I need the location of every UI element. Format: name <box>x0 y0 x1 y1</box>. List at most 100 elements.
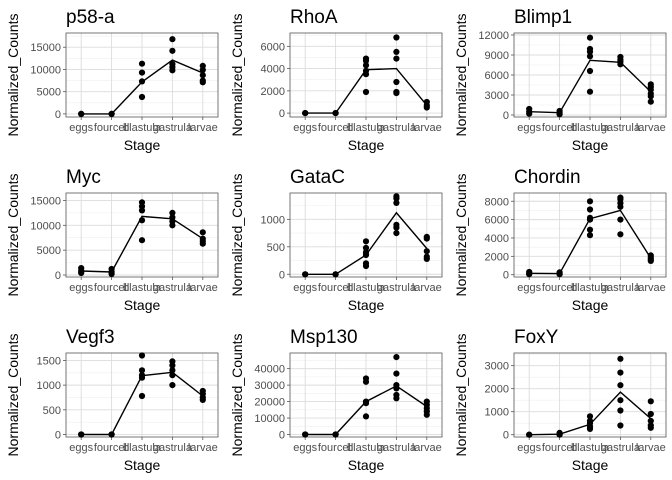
x-tick-label: gastrula <box>153 442 193 454</box>
y-axis-label: Normalized_Counts <box>453 334 469 457</box>
data-point <box>617 382 624 389</box>
panel-gatac: 0 500 1000 eggs fourcellblastulagastrulalarv… <box>229 167 443 313</box>
data-point <box>78 269 85 277</box>
data-point <box>647 410 654 418</box>
y-tick-label: 0 <box>503 270 509 282</box>
y-axis-label: Normalized_Counts <box>5 334 21 457</box>
data-point <box>138 217 146 224</box>
x-tick-label: larvae <box>188 122 218 134</box>
data-point <box>393 55 400 62</box>
panel-foxy: 0 1000 2000 3000 eggs fourcellblastulagastrul… <box>453 327 667 473</box>
x-tick-label: eggs <box>69 442 93 454</box>
chart-title: FoxY <box>514 327 559 348</box>
x-axis-label: Stage <box>124 297 161 313</box>
chart-title: RhoA <box>290 7 338 28</box>
data-point <box>526 271 533 278</box>
data-point <box>362 262 370 270</box>
data-point <box>199 396 206 403</box>
x-tick-label: fourcell <box>318 122 353 134</box>
x-tick-label: blastula <box>123 282 162 294</box>
x-tick-label: larvae <box>412 282 442 294</box>
data-point <box>169 362 176 369</box>
panel-myc: 0 5000 10000 15000 eggs fourcellblastulagastr… <box>5 167 219 313</box>
x-tick-label: larvae <box>188 282 218 294</box>
panel-p58-a: 0 5000 10000 15000 eggs fourcellblastulagastr… <box>5 7 219 153</box>
y-tick-label: 6000 <box>261 41 285 53</box>
data-point <box>138 392 146 400</box>
data-point <box>617 369 624 376</box>
x-tick-label: larvae <box>636 442 666 454</box>
y-axis-label: Normalized_Counts <box>229 14 245 137</box>
chart-title: GataC <box>290 167 345 188</box>
y-tick-label: 500 <box>267 242 285 254</box>
y-tick-label: 1000 <box>261 214 285 226</box>
data-point <box>586 67 594 75</box>
data-point <box>332 431 339 438</box>
y-tick-label: 30000 <box>254 380 285 392</box>
chart-title: Blimp1 <box>514 7 572 28</box>
data-point <box>423 235 430 242</box>
data-point <box>393 370 400 377</box>
y-tick-label: 4000 <box>485 233 509 245</box>
y-tick-label: 0 <box>55 430 61 442</box>
y-tick-label: 2000 <box>485 251 509 263</box>
data-point <box>393 199 400 206</box>
y-tick-label: 500 <box>43 405 61 417</box>
data-point <box>617 397 624 404</box>
y-tick-label: 0 <box>279 108 285 120</box>
x-tick-label: eggs <box>293 282 317 294</box>
data-point <box>586 226 594 233</box>
data-point <box>362 251 370 259</box>
panel-vegf3: 0 500 1000 1500 eggs fourcellblastulagastrula… <box>5 327 219 473</box>
data-point <box>108 270 115 278</box>
data-point <box>617 407 624 414</box>
chart-title: Vegf3 <box>66 327 115 348</box>
y-tick-label: 40000 <box>254 364 285 376</box>
y-tick-label: 0 <box>503 430 509 442</box>
chart-title: Myc <box>66 167 101 188</box>
data-point <box>169 382 176 389</box>
data-point <box>647 93 654 100</box>
data-point <box>302 110 309 117</box>
y-axis-label: Normalized_Counts <box>229 334 245 457</box>
y-tick-label: 0 <box>279 430 285 442</box>
data-point <box>526 431 533 438</box>
x-tick-label: gastrula <box>601 282 641 294</box>
data-point <box>586 53 594 60</box>
data-point <box>586 425 594 432</box>
x-tick-label: eggs <box>69 282 93 294</box>
y-tick-label: 15000 <box>30 42 61 54</box>
x-axis-label: Stage <box>348 137 385 153</box>
data-point <box>586 198 594 205</box>
x-tick-label: gastrula <box>601 122 641 134</box>
data-point <box>393 385 400 392</box>
x-tick-label: fourcell <box>542 122 577 134</box>
data-point <box>108 431 115 438</box>
x-tick-label: fourcell <box>542 442 577 454</box>
data-point <box>78 110 85 117</box>
series-line <box>529 59 652 114</box>
data-point <box>647 417 654 424</box>
data-point <box>617 355 624 362</box>
y-tick-label: 1000 <box>485 407 509 419</box>
y-tick-label: 0 <box>55 109 61 121</box>
x-tick-label: eggs <box>293 442 317 454</box>
data-point <box>556 431 563 438</box>
data-point <box>647 257 654 264</box>
data-point <box>138 352 146 359</box>
data-point <box>138 78 146 85</box>
chart-title: p58-a <box>66 7 115 28</box>
y-tick-label: 6000 <box>485 215 509 227</box>
data-point <box>393 224 400 231</box>
data-point <box>556 111 563 118</box>
data-point <box>423 248 430 255</box>
data-point <box>586 216 594 223</box>
data-point <box>362 71 370 78</box>
data-point <box>586 232 594 239</box>
x-tick-label: eggs <box>517 122 541 134</box>
data-point <box>647 98 654 105</box>
data-point <box>556 271 563 278</box>
data-point <box>423 104 430 111</box>
data-point <box>169 367 176 374</box>
